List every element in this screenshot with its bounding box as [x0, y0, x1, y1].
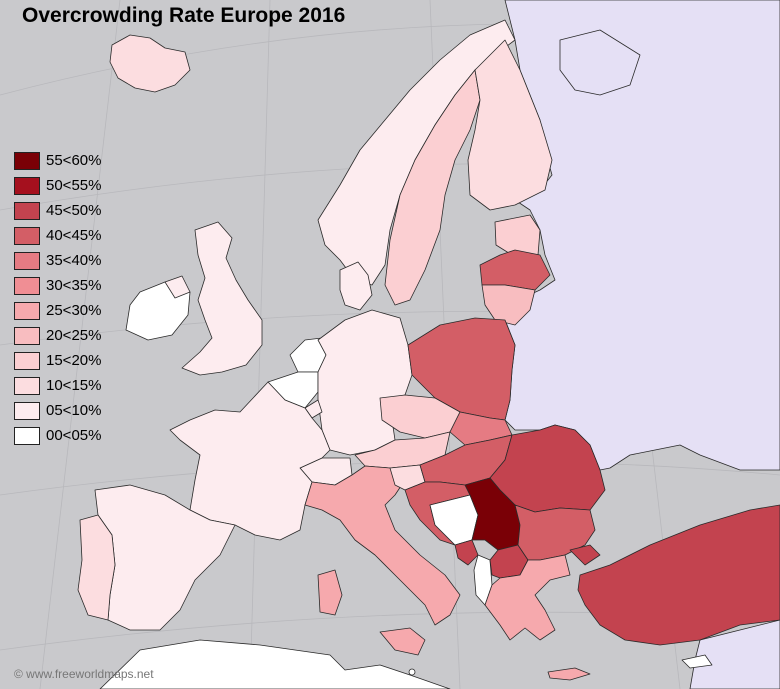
legend-swatch [14, 326, 40, 345]
legend-item: 45<50% [14, 198, 101, 223]
legend-item: 20<25% [14, 323, 101, 348]
legend-label: 20<25% [46, 327, 102, 344]
legend-swatch [14, 301, 40, 320]
credit-text: © www.freeworldmaps.net [14, 667, 154, 681]
legend-label: 35<40% [46, 252, 102, 269]
country-estonia [494, 214, 541, 256]
country-sweden [384, 69, 481, 306]
legend-item: 25<30% [14, 298, 101, 323]
country-iceland [109, 34, 191, 93]
country-malta [408, 668, 416, 676]
country-turkey [569, 504, 780, 646]
legend-label: 30<35% [46, 277, 102, 294]
legend-item: 35<40% [14, 248, 101, 273]
legend-label: 00<05% [46, 427, 102, 444]
country-greece [484, 554, 571, 641]
legend-swatch [14, 426, 40, 445]
legend-swatch [14, 201, 40, 220]
legend-item: 50<55% [14, 173, 101, 198]
country-united-kingdom-ni [164, 275, 191, 299]
north-africa [99, 639, 451, 689]
legend-item: 30<35% [14, 273, 101, 298]
legend-label: 10<15% [46, 377, 102, 394]
country-portugal [77, 514, 116, 621]
legend-swatch [14, 226, 40, 245]
legend-swatch [14, 351, 40, 370]
country-lithuania [481, 284, 536, 326]
legend-swatch [14, 176, 40, 195]
legend-label: 50<55% [46, 177, 102, 194]
legend-swatch [14, 151, 40, 170]
country-denmark [339, 261, 373, 311]
legend-item: 55<60% [14, 148, 101, 173]
country-italy [304, 465, 461, 626]
legend-item: 05<10% [14, 398, 101, 423]
country-united-kingdom [181, 221, 263, 376]
legend-swatch [14, 401, 40, 420]
country-italy-sardinia [317, 569, 343, 616]
legend-label: 45<50% [46, 202, 102, 219]
legend-label: 05<10% [46, 402, 102, 419]
country-finland [467, 39, 553, 211]
legend-label: 55<60% [46, 152, 102, 169]
legend-swatch [14, 376, 40, 395]
country-montenegro [454, 539, 479, 566]
legend-label: 40<45% [46, 227, 102, 244]
legend: 55<60% 50<55% 45<50% 40<45% 35<40% 30<35% 25<3… [14, 148, 101, 448]
legend-swatch [14, 276, 40, 295]
legend-label: 25<30% [46, 302, 102, 319]
country-cyprus [681, 654, 713, 669]
non-eu-land-kola [559, 29, 641, 96]
legend-item: 15<20% [14, 348, 101, 373]
legend-item: 40<45% [14, 223, 101, 248]
legend-item: 10<15% [14, 373, 101, 398]
non-eu-land-east [504, 0, 780, 471]
country-greece-crete [547, 667, 591, 681]
legend-label: 15<20% [46, 352, 102, 369]
map-title: Overcrowding Rate Europe 2016 [22, 4, 346, 27]
legend-item: 00<05% [14, 423, 101, 448]
country-italy-sicily [379, 627, 426, 656]
legend-swatch [14, 251, 40, 270]
